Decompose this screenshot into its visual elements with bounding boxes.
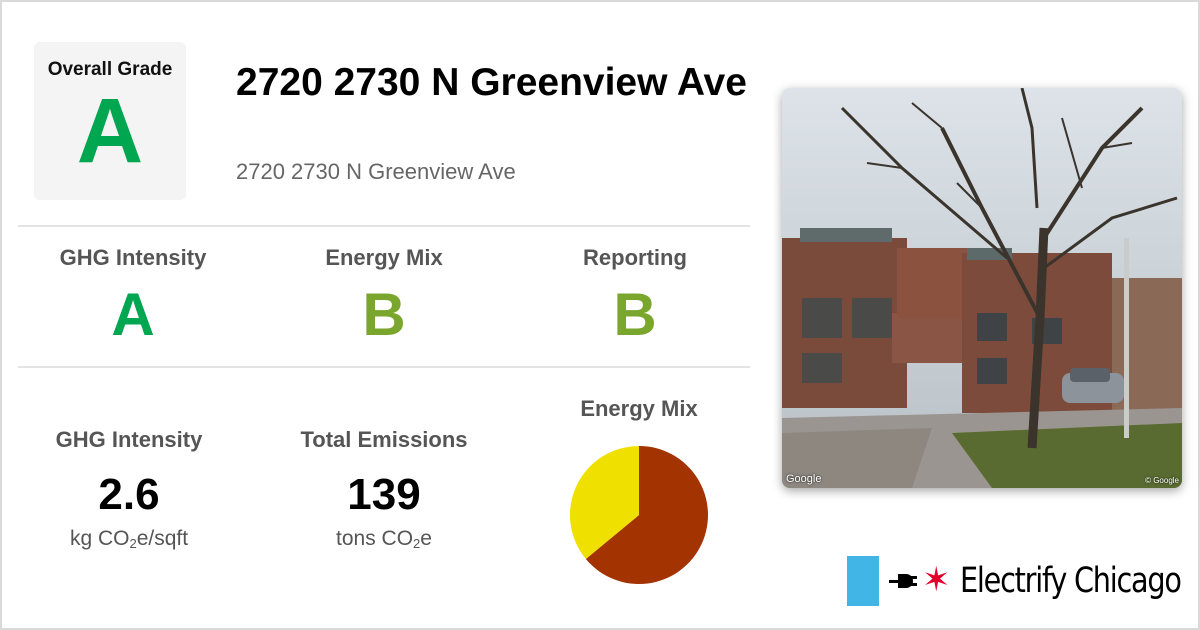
stat-total-unit-sub: 2 — [413, 536, 421, 551]
stat-ghg-label: GHG Intensity — [55, 427, 203, 452]
building-title: 2720 2730 N Greenview Ave — [236, 61, 747, 104]
brand-name: Electrify Chicago — [960, 561, 1182, 601]
pie-slice-0 — [585, 446, 708, 584]
stat-ghg-unit-pre: kg CO — [69, 527, 130, 550]
photo-credit: Google — [786, 473, 822, 485]
building-address: 2720 2730 N Greenview Ave — [236, 159, 516, 184]
divider-top — [18, 225, 750, 227]
stat-total-unit-post: e — [420, 527, 432, 550]
grade-ghg-intensity: GHG Intensity A — [13, 245, 253, 345]
stat-total-emissions: Total Emissions 139 tons CO2e — [264, 427, 504, 551]
overall-grade-value: A — [76, 80, 144, 182]
pie-title: Energy Mix — [580, 396, 698, 421]
grade-energy-mix: Energy Mix B — [264, 245, 504, 345]
stat-ghg-intensity: GHG Intensity 2.6 kg CO2e/sqft — [9, 427, 249, 551]
overall-grade-label: Overall Grade — [47, 59, 173, 80]
chicago-flag-stripe — [847, 556, 879, 606]
energy-mix-pie-chart — [570, 446, 708, 584]
plug-icon — [889, 574, 917, 588]
grade-energy-value: B — [362, 281, 406, 348]
stat-ghg-value: 2.6 — [98, 470, 160, 519]
photo-copyright: © Google — [1145, 476, 1179, 485]
stat-total-label: Total Emissions — [300, 427, 468, 452]
grade-reporting: Reporting B — [515, 245, 755, 345]
grade-energy-label: Energy Mix — [325, 245, 443, 270]
stat-ghg-unit: kg CO2e/sqft — [9, 527, 249, 551]
street-view-image — [782, 88, 1182, 488]
stat-total-unit: tons CO2e — [264, 527, 504, 551]
stat-ghg-unit-sub: 2 — [129, 536, 137, 551]
stat-ghg-unit-post: e/sqft — [136, 527, 189, 550]
grade-reporting-label: Reporting — [583, 245, 687, 270]
grade-reporting-value: B — [613, 281, 657, 348]
stat-total-value: 139 — [347, 470, 421, 519]
pie-slice-1 — [570, 446, 639, 559]
chicago-star-icon: ✶ — [922, 561, 951, 599]
building-photo: Google © Google — [782, 88, 1182, 488]
divider-middle — [18, 366, 750, 368]
grade-ghg-label: GHG Intensity — [59, 245, 207, 270]
overall-grade-card: Overall Grade A — [34, 42, 186, 200]
grade-ghg-value: A — [111, 281, 155, 348]
stat-total-unit-pre: tons CO — [336, 527, 414, 550]
